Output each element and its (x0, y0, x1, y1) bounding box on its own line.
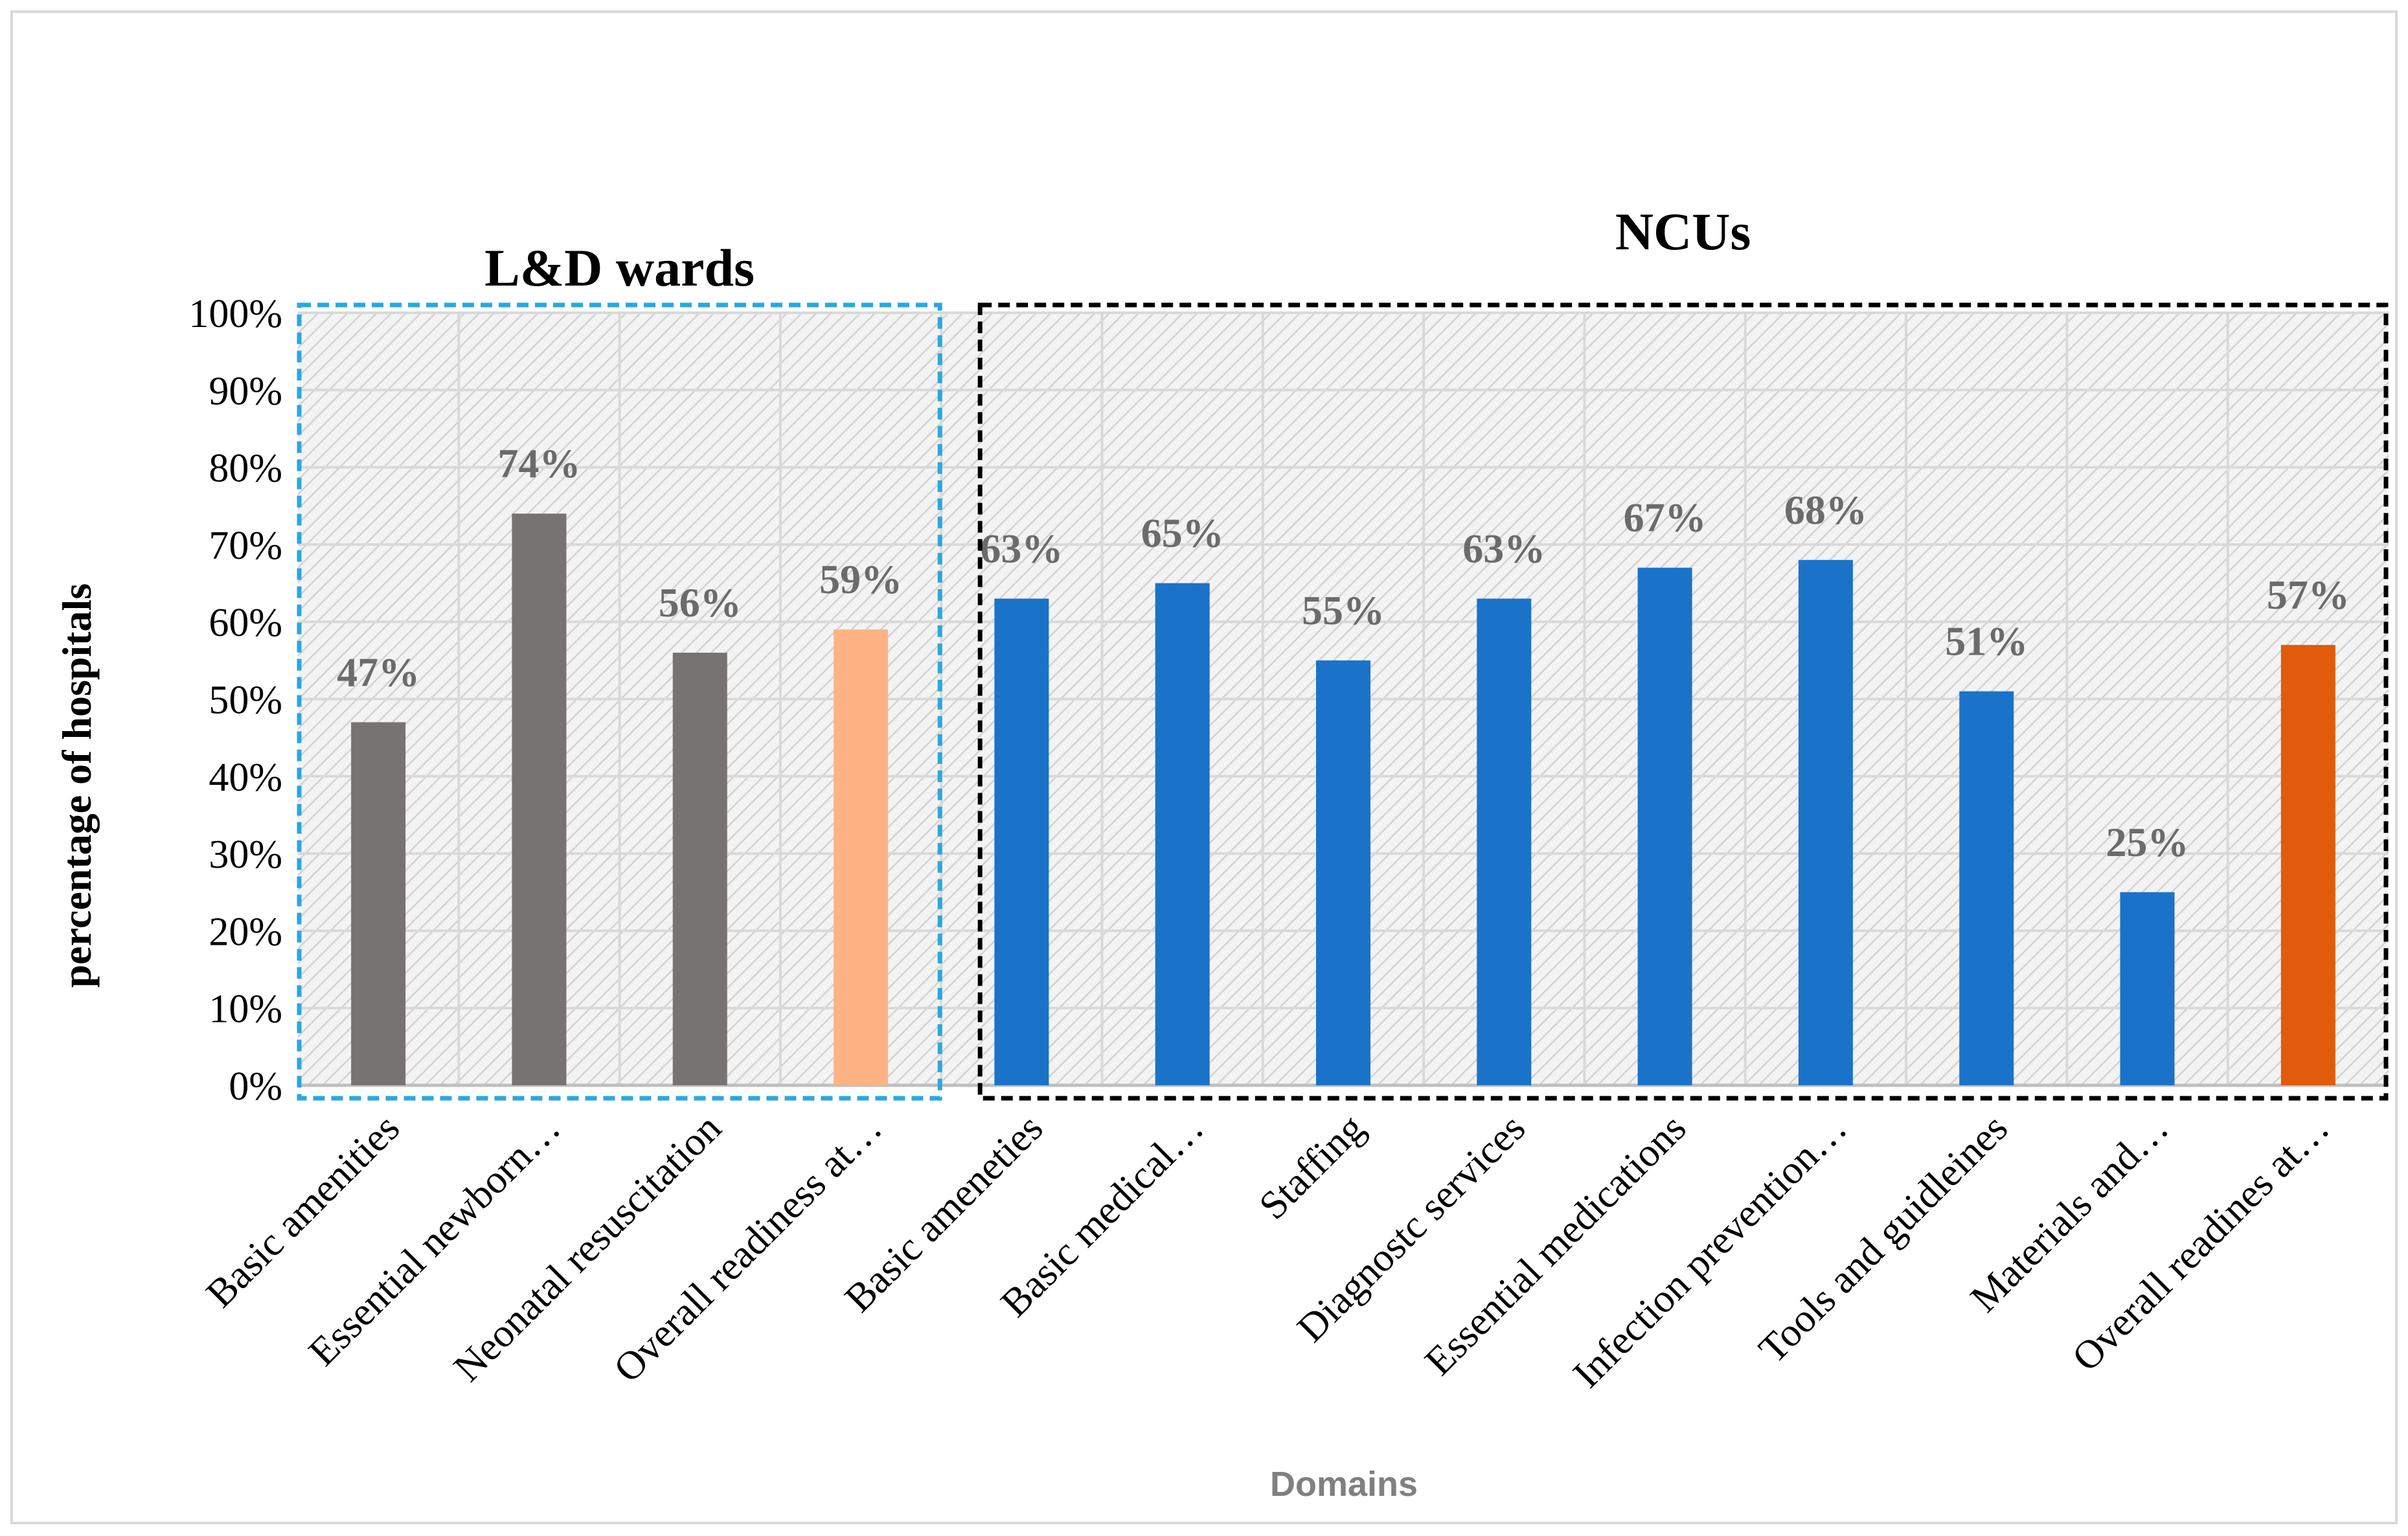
bar (351, 722, 406, 1085)
data-label: 25% (2106, 819, 2189, 865)
y-tick-label: 40% (209, 756, 282, 800)
y-tick-label: 30% (209, 833, 282, 877)
group-title: L&D wards (484, 238, 755, 297)
bar (512, 514, 567, 1085)
data-label: 63% (980, 525, 1063, 571)
bar (1798, 559, 1853, 1085)
data-label: 65% (1141, 510, 1224, 556)
bar (1637, 567, 1692, 1085)
data-label: 56% (659, 580, 742, 626)
data-label: 47% (337, 649, 420, 695)
bar (672, 652, 727, 1085)
data-label: 51% (1945, 618, 2028, 664)
bar (2120, 892, 2175, 1085)
bar (1477, 598, 1532, 1085)
y-tick-label: 100% (188, 292, 282, 336)
group-box (977, 302, 2389, 1101)
bar (1959, 691, 2014, 1085)
y-axis-title: percentage of hospitals (54, 583, 100, 988)
data-label: 63% (1462, 525, 1545, 571)
data-label: 55% (1302, 587, 1385, 633)
y-tick-label: 20% (209, 910, 282, 954)
data-label: 68% (1784, 487, 1867, 533)
y-tick-label: 0% (229, 1065, 282, 1109)
y-tick-label: 70% (209, 524, 282, 568)
group-box (297, 302, 942, 1101)
x-axis-title: Domains (1270, 1465, 1418, 1504)
y-tick-label: 50% (209, 679, 282, 723)
data-label: 74% (497, 440, 580, 486)
bar (1155, 583, 1210, 1085)
bar (1316, 660, 1370, 1085)
bar (2280, 644, 2335, 1085)
bar (994, 598, 1049, 1085)
data-label: 67% (1624, 495, 1707, 541)
y-tick-label: 90% (209, 369, 282, 413)
y-tick-label: 80% (209, 447, 282, 491)
y-tick-label: 10% (209, 988, 282, 1032)
data-label: 57% (2267, 572, 2350, 618)
bar (834, 629, 889, 1085)
group-title: NCUs (1615, 202, 1751, 261)
y-tick-label: 60% (209, 601, 282, 645)
data-label: 59% (819, 556, 902, 602)
